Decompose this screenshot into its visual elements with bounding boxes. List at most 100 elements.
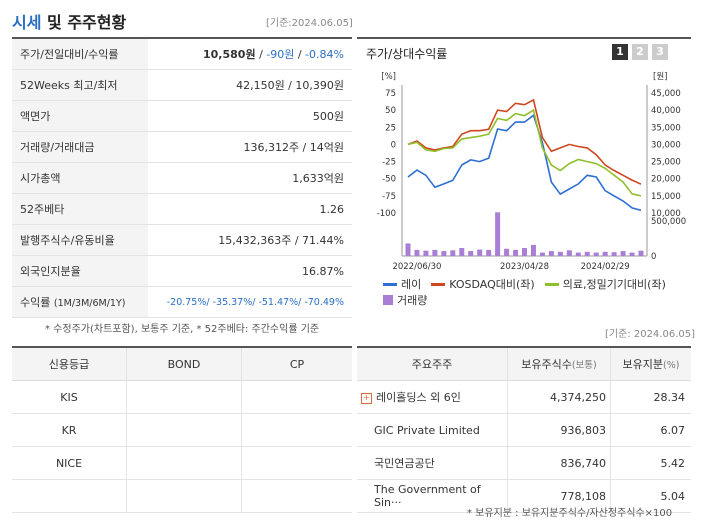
quote-value: 1.26 [148,193,352,225]
holders-col-shares: 보유주식수(보통) [507,346,611,381]
credit-row: KR [12,413,352,447]
quote-value: 500원 [148,100,352,132]
chart-title: 주가/상대수익률 [366,47,448,61]
legend-swatch [431,282,446,286]
credit-row: NICE [12,446,352,480]
credit-cp [241,479,352,513]
volume-bar [539,252,545,256]
legend-item: 의료,정밀기기대비(좌) [544,276,666,292]
left-tick-label: -50 [382,175,396,185]
x-tick-label: 2024/02/29 [581,262,630,272]
quote-row: 시가총액 1,633억원 [12,162,352,194]
volume-bar [548,251,554,256]
volume-bar [450,250,456,256]
holder-name: The Government of Sin··· [357,479,508,513]
legend-item: KOSDAQ대비(좌) [431,276,535,292]
quote-value: 15,432,363주 / 71.44% [148,224,352,256]
quote-value: 10,580원 / -90원 / -0.84% [148,38,352,70]
credit-cp [241,413,352,447]
volume-bar [584,251,590,256]
holder-pct: 5.04 [610,479,691,513]
series-line [407,113,642,212]
quote-row-price: 주가/전일대비/수익률 10,580원 / -90원 / -0.84% [12,38,352,70]
chart-page-button[interactable]: 1 [612,44,628,60]
right-tick-label: 10,000 [651,209,681,219]
credit-agency: NICE [12,446,127,480]
holder-row: The Government of Sin··· 778,108 5.04 [357,479,691,513]
volume-bar [495,212,501,256]
quote-label: 52주베타 [12,193,148,225]
holders-col-pct: 보유지분(%) [610,346,691,381]
credit-table: 신용등급 BOND CP KIS KR NICE [12,346,352,513]
quote-footnote: * 수정주가(차트포함), 보통주 기준, * 52주베타: 주간수익률 기준 [45,324,320,335]
right-tick-label: 30,000 [651,140,681,150]
credit-col-header: BOND [126,346,242,381]
chart-legend: 레이 KOSDAQ대비(좌) 의료,정밀기기대비(좌) 거래량 [383,276,693,308]
series-line [407,98,642,185]
volume-bar [611,252,617,256]
quote-row-return: 수익률 (1M/3M/6M/1Y) -20.75%/ -35.37%/ -51.… [12,286,352,318]
quote-row: 외국인지분율 16.87% [12,255,352,287]
credit-bond [126,446,242,480]
left-tick-label: 0 [391,140,396,150]
volume-bar [620,251,626,256]
volume-bar [459,248,465,256]
chart-panel [357,37,691,312]
volume-bar [638,250,644,256]
quote-row: 발행주식수/유동비율 15,432,363주 / 71.44% [12,224,352,256]
quote-value: 16.87% [148,255,352,287]
left-tick-label: 50 [385,106,396,116]
quote-label: 발행주식수/유동비율 [12,224,148,256]
holder-name: + 레이홀딩스 외 6인 [357,380,508,414]
quote-label: 52Weeks 최고/최저 [12,69,148,101]
quote-row: 52Weeks 최고/최저 42,150원 / 10,390원 [12,69,352,101]
volume-bar [513,249,519,256]
legend-item: 레이 [383,276,421,292]
credit-row: KIS [12,380,352,414]
credit-agency: KIS [12,380,127,414]
holder-shares: 4,374,250 [507,380,611,414]
legend-swatch [383,295,393,305]
holder-shares: 936,803 [507,413,611,447]
quote-date: [기준:2024.06.05] [266,18,353,29]
section-title: 시세 및 주주현황 [12,13,127,32]
holders-col-name: 주요주주 [357,346,508,381]
credit-agency [12,479,127,513]
credit-agency: KR [12,413,127,447]
volume-bar [432,249,438,256]
holder-shares: 836,740 [507,446,611,480]
holders-footnote: * 보유지분 : 보유지분주식수/자산정주식수×100 [467,508,673,519]
volume-bar [486,249,492,256]
volume-bar [557,251,563,256]
legend-swatch [544,282,559,286]
right-tick-label: 25,000 [651,158,681,168]
holder-row: 국민연금공단 836,740 5.42 [357,446,691,480]
holders-table: 주요주주 보유주식수(보통) 보유지분(%) + 레이홀딩스 외 6인 4,374… [357,346,691,513]
holder-row: + 레이홀딩스 외 6인 4,374,250 28.34 [357,380,691,414]
holder-name: GIC Private Limited [357,413,508,447]
chart-page-button[interactable]: 2 [632,44,648,60]
quote-label: 시가총액 [12,162,148,194]
expand-icon[interactable]: + [361,392,372,404]
right-axis-unit: [원] [653,72,667,82]
volume-tick-label: 500,000 [651,217,686,227]
holder-shares: 778,108 [507,479,611,513]
left-tick-label: 25 [385,123,396,133]
holder-row: GIC Private Limited 936,803 6.07 [357,413,691,447]
quote-row: 52주베타 1.26 [12,193,352,225]
quote-label: 액면가 [12,100,148,132]
holder-name: 국민연금공단 [357,446,508,480]
credit-bond [126,413,242,447]
quote-row: 거래량/거래대금 136,312주 / 14억원 [12,131,352,163]
quote-value: 1,633억원 [148,162,352,194]
credit-header: 신용등급 BOND CP [12,346,352,381]
chart-page-button[interactable]: 3 [652,44,668,60]
left-tick-label: -100 [377,209,396,219]
credit-cp [241,446,352,480]
x-tick-label: 2023/04/28 [500,262,549,272]
volume-bar [414,249,420,256]
credit-col-header: CP [241,346,352,381]
volume-bar [602,251,608,256]
volume-bar [593,252,599,256]
quote-value: 42,150원 / 10,390원 [148,69,352,101]
